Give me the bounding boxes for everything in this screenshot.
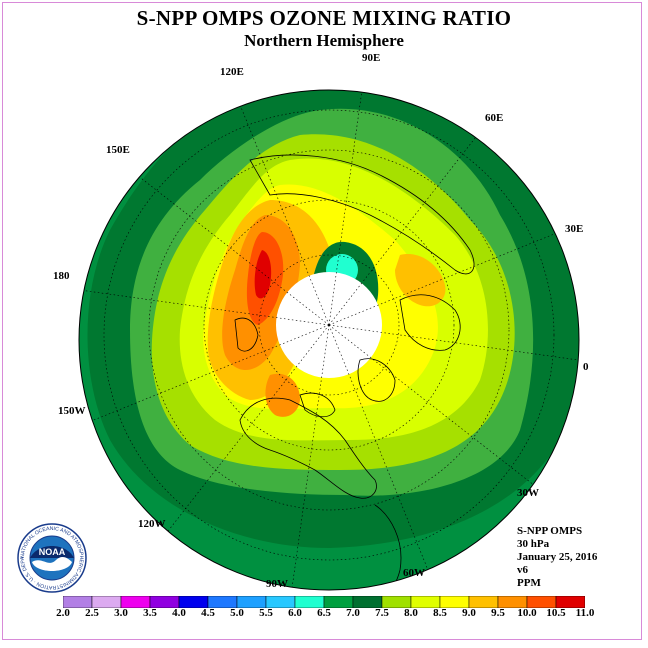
logo-name: NOAA — [39, 547, 66, 557]
coast-north-america — [239, 397, 377, 499]
colorbar-tick-label: 7.0 — [346, 607, 360, 619]
colorbar-tick-label: 8.0 — [404, 607, 418, 619]
lon-label: 60W — [403, 567, 425, 579]
coast-asia — [249, 154, 475, 275]
lon-label: 90E — [362, 52, 380, 64]
lon-label: 30E — [565, 223, 583, 235]
colorbar-tick-label: 2.0 — [56, 607, 70, 619]
coast-alaska — [234, 317, 259, 352]
colorbar-tick-label: 5.5 — [259, 607, 273, 619]
lon-label: 120E — [220, 66, 244, 78]
lon-label: 150W — [58, 405, 86, 417]
colorbar-tick-label: 4.5 — [201, 607, 215, 619]
colorbar-tick-label: 10.5 — [546, 607, 566, 619]
colorbar-tick-label: 4.0 — [172, 607, 186, 619]
colorbar-labels: 2.0 2.5 3.0 3.5 4.0 4.5 5.0 5.5 6.0 6.5 7.0 7.5 8.0 8… — [0, 607, 648, 621]
colorbar-tick-label: 9.0 — [462, 607, 476, 619]
coast-europe — [399, 294, 461, 351]
colorbar-tick-label: 3.5 — [143, 607, 157, 619]
lon-label: 90W — [266, 578, 288, 590]
info-date: January 25, 2016 — [517, 551, 598, 563]
graticule — [79, 90, 579, 590]
ozone-field — [79, 90, 579, 590]
colorbar-tick-label: 6.5 — [317, 607, 331, 619]
lon-label: 30W — [517, 487, 539, 499]
colorbar-tick-label: 11.0 — [575, 607, 595, 619]
lon-label: 150E — [106, 144, 130, 156]
info-instrument: S-NPP OMPS — [517, 525, 583, 537]
lon-label: 0 — [583, 361, 589, 373]
info-units: PPM — [517, 577, 541, 589]
info-block: S-NPP OMPS 30 hPa January 25, 2016 v6 PP… — [517, 525, 597, 590]
page-subtitle: Northern Hemisphere — [244, 31, 404, 50]
colorbar-segment — [555, 596, 585, 608]
info-level: 30 hPa — [517, 538, 550, 550]
colorbar-tick-label: 7.5 — [375, 607, 389, 619]
lon-label: 120W — [138, 518, 166, 530]
colorbar-tick-label: 6.0 — [288, 607, 302, 619]
figure-frame — [2, 2, 642, 640]
colorbar-tick-label: 2.5 — [85, 607, 99, 619]
lon-label: 60E — [485, 112, 503, 124]
map-boundary — [78, 89, 580, 591]
colorbar-tick-label: 9.5 — [491, 607, 505, 619]
colorbar-tick-label: 8.5 — [433, 607, 447, 619]
field-orange-south — [265, 373, 300, 417]
colorbar-tick-label: 3.0 — [114, 607, 128, 619]
coast-greenland — [357, 358, 396, 402]
info-version: v6 — [517, 564, 528, 576]
page-title: S-NPP OMPS OZONE MIXING RATIO — [136, 6, 512, 30]
lon-label: 180 — [53, 270, 70, 282]
colorbar-tick-label: 5.0 — [230, 607, 244, 619]
colorbar — [63, 596, 585, 608]
colorbar-tick-label: 10.0 — [517, 607, 537, 619]
field-red — [254, 250, 272, 299]
noaa-logo: NATIONAL OCEANIC AND ATMOSPHERIC ADMINIS… — [16, 522, 87, 593]
longitude-labels: 90E 60E 30E 0 30W 60W 90W 120W 150W 180 … — [53, 52, 589, 590]
